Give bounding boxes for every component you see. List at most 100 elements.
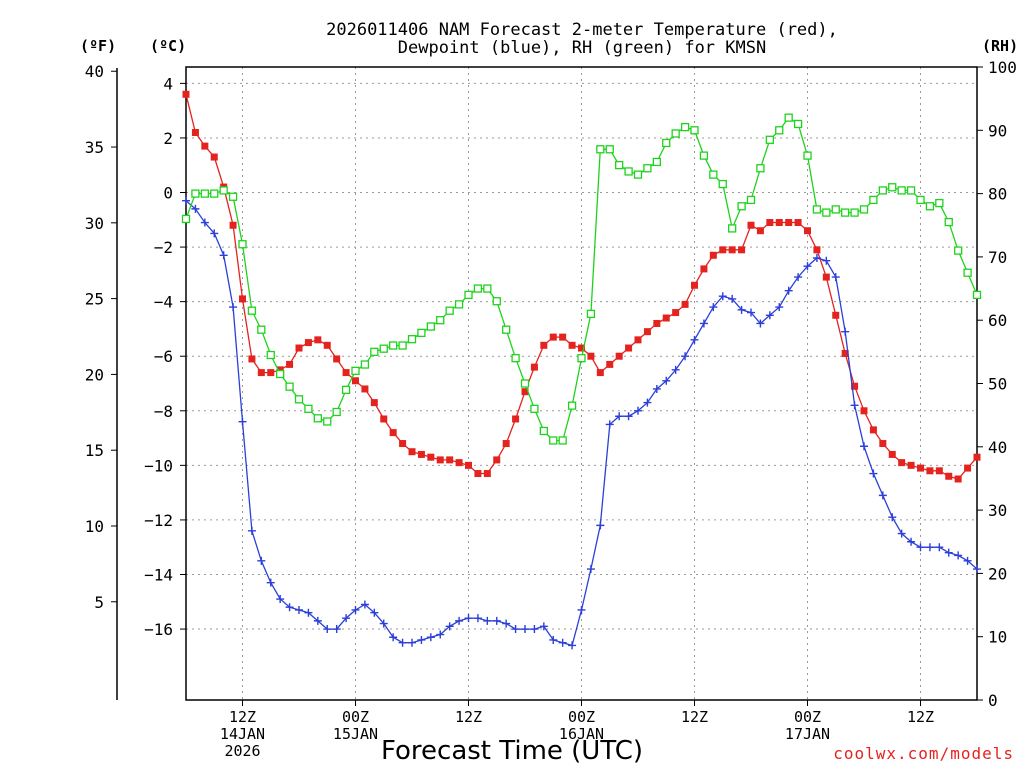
dewpoint-point [426,633,435,642]
temperature-point [879,440,887,448]
rh-point [539,426,548,436]
x-tick-label: 12Z [455,708,482,726]
dewpoint-point [671,365,680,374]
dewpoint-point [455,616,464,625]
rh-point [483,284,492,293]
dewpoint-point [445,622,454,631]
temperature-point [521,388,529,396]
rh-series [181,113,982,445]
dewpoint-point [408,638,416,647]
temperature-point [455,459,463,467]
temperature-point [342,369,350,377]
rh-point [351,366,360,375]
temperature-point [662,314,670,322]
rh-point [756,164,765,173]
fahrenheit-tick-label: 10 [85,517,104,536]
x-tick-label: 14JAN [220,725,265,743]
temperature-point [643,328,651,336]
celsius-tick-label: 0 [163,184,173,203]
rh-point [294,395,304,404]
temperature-point [427,453,435,461]
dewpoint-point [530,625,539,634]
temperature-point [578,344,585,352]
dewpoint-point [709,303,718,312]
dewpoint-point [539,622,548,631]
dewpoint-point [634,406,642,415]
temperature-point [822,273,830,281]
rh-point [341,385,351,394]
dewpoint-point [313,616,322,625]
temperature-point [352,377,359,385]
dewpoint-point [191,204,200,213]
rh-point [746,195,756,205]
temperature-point [333,355,341,363]
dewpoint-point [963,556,972,565]
rh-point [492,297,501,306]
temperature-point [775,219,783,227]
fahrenheit-tick-label: 20 [85,365,104,384]
rh-point [228,192,238,201]
temperature-point [568,341,576,349]
temperature-point [493,456,501,464]
x-tick-label: 17JAN [785,725,830,743]
dewpoint-point [784,286,793,295]
temperature-point [813,246,821,254]
rh-point [247,306,257,315]
celsius-tick-label: −8 [154,402,173,421]
temperature-point [502,440,510,448]
celsius-tick-label: −12 [144,511,173,530]
temperature-point [804,227,811,235]
temperature-point [248,355,256,363]
dewpoint-point [652,384,661,393]
celsius-tick-label: −14 [144,565,173,584]
rh-point [332,407,341,417]
temperature-point [229,221,237,229]
grid-lines [186,67,977,700]
dewpoint-point [266,578,275,587]
dewpoint-point [473,614,482,623]
rh-point [831,205,840,214]
temperature-point [719,246,727,254]
temperature-series [182,90,981,483]
temperature-point [549,333,557,341]
rh-point [530,404,539,413]
dewpoint-point [860,442,868,451]
temperature-point [709,251,717,259]
rh-point [765,135,774,144]
rh-point [728,224,737,233]
x-tick-label: 00Z [794,708,821,726]
temperature-point [512,415,520,423]
dewpoint-point [605,420,614,429]
dewpoint-point [483,616,492,625]
rh-point [624,167,633,176]
celsius-tick-label: −4 [154,293,173,312]
rh-point [426,322,435,331]
celsius-tick-label: −6 [154,347,173,366]
rh-point [850,208,859,217]
dewpoint-point [718,292,727,301]
dewpoint-point [276,595,285,604]
temperature-point [389,429,397,437]
rh-point [652,157,661,167]
temperature-point [370,399,378,407]
dewpoint-point [916,543,925,552]
dewpoint-point [728,294,737,303]
dewpoint-point [332,625,341,634]
rh-point [464,290,473,300]
temperature-point [559,333,567,341]
dewpoint-point [737,305,746,314]
temperature-point [530,363,538,371]
dewpoint-point [351,605,360,614]
temperature-point [926,467,934,475]
temperature-point [286,360,294,368]
dewpoint-point [850,401,859,410]
temperature-point [785,219,793,227]
dewpoint-point [549,635,558,644]
series-layer [181,90,982,650]
rh-point [662,138,671,148]
dewpoint-point [596,521,605,530]
temperature-point [474,470,482,478]
chart-title-line2: Dewpoint (blue), RH (green) for KMSN [398,38,766,58]
dewpoint-point [577,605,586,614]
